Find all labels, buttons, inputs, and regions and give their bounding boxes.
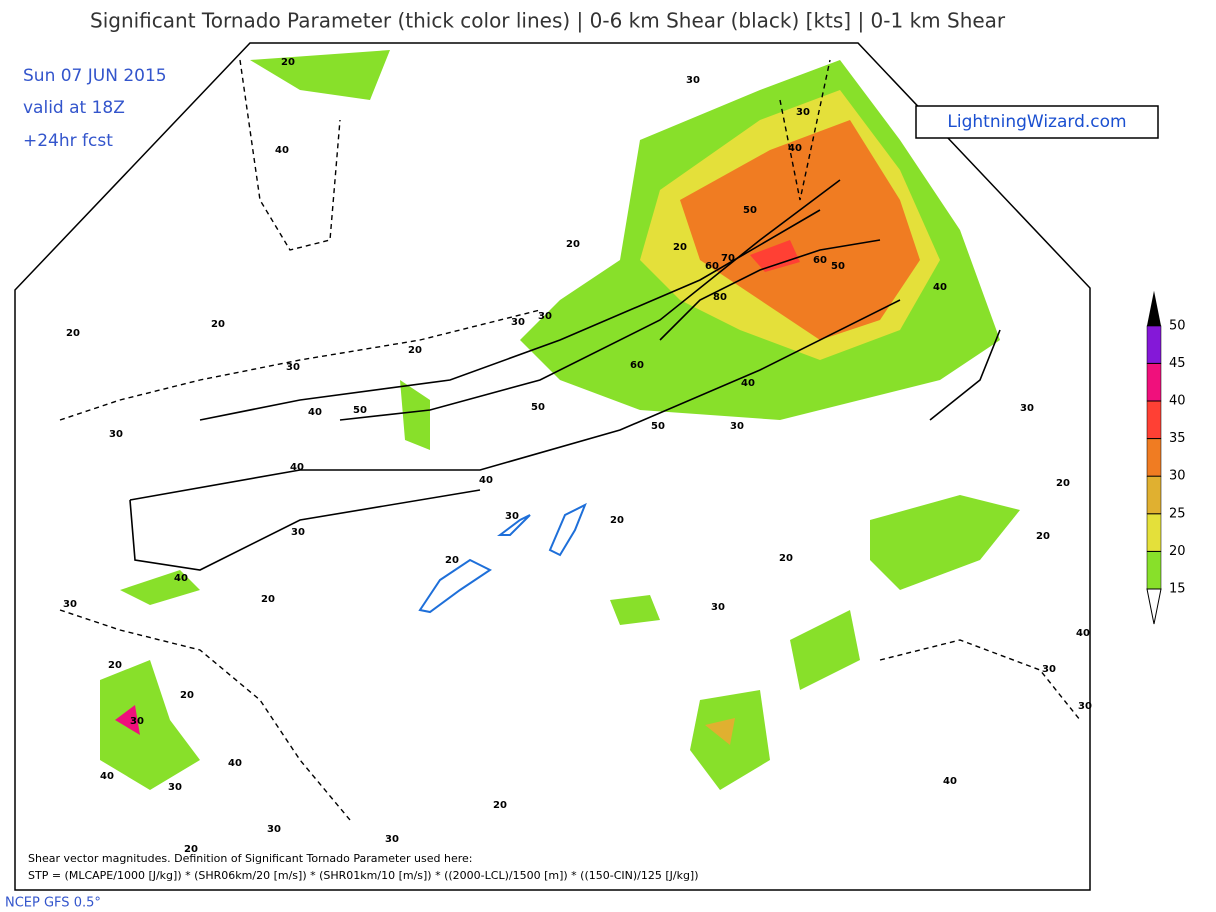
colorbar: 15 20 25 30 35 40 45 50 <box>1146 290 1186 625</box>
contour-label: 40 <box>174 573 188 584</box>
contour-label: 20 <box>673 242 687 253</box>
contour-label: 30 <box>511 317 525 328</box>
contour-label: 40 <box>479 475 493 486</box>
contour-label: 30 <box>711 602 725 613</box>
colorbar-label: 40 <box>1169 394 1186 409</box>
title: Significant Tornado Parameter (thick col… <box>90 9 1006 33</box>
contour-label: 40 <box>943 776 957 787</box>
contour-label: 50 <box>831 261 845 272</box>
contour-label: 30 <box>1042 664 1056 675</box>
contour-label: 20 <box>445 555 459 566</box>
contour-label: 20 <box>66 328 80 339</box>
contour-label: 20 <box>610 515 624 526</box>
contour-label: 50 <box>531 402 545 413</box>
shear-01km-color <box>418 502 587 614</box>
colorbar-label: 25 <box>1169 506 1186 521</box>
colorbar-label: 20 <box>1169 544 1186 559</box>
contour-label: 30 <box>286 362 300 373</box>
footnote: STP = (MLCAPE/1000 [J/kg]) * (SHR06km/20… <box>28 869 699 882</box>
contour-label: 20 <box>779 553 793 564</box>
contour-label: 40 <box>933 282 947 293</box>
contour-label: 30 <box>291 527 305 538</box>
contour-label: 60 <box>705 261 719 272</box>
contour-label: 30 <box>538 311 552 322</box>
contour-label: 30 <box>267 824 281 835</box>
colorbar-segment <box>1146 325 1162 364</box>
contour-label: 20 <box>211 319 225 330</box>
contour-label: 20 <box>261 594 275 605</box>
contour-label: 40 <box>275 145 289 156</box>
contour-label: 50 <box>743 205 757 216</box>
colorbar-segment <box>1146 475 1162 515</box>
contour-label: 40 <box>741 378 755 389</box>
contour-label: 30 <box>385 834 399 845</box>
run-forecast: +24hr fcst <box>23 131 113 151</box>
contour-label: 40 <box>788 143 802 154</box>
colorbar-segment <box>1146 400 1162 439</box>
colorbar-segment <box>1146 438 1162 477</box>
contour-label: 50 <box>353 405 367 416</box>
contour-label: 30 <box>730 421 744 432</box>
colorbar-label: 15 <box>1169 582 1186 597</box>
contour-label: 70 <box>721 253 735 264</box>
contour-label: 40 <box>290 462 304 473</box>
contour-label: 30 <box>130 716 144 727</box>
contour-label: 20 <box>566 239 580 250</box>
run-date: Sun 07 JUN 2015 <box>23 66 167 86</box>
run-valid: valid at 18Z <box>23 98 125 118</box>
colorbar-top <box>1147 290 1161 326</box>
contour-label: 20 <box>180 690 194 701</box>
contour-label: 20 <box>281 57 295 68</box>
shear-01km-contours <box>59 59 1081 821</box>
source: NCEP GFS 0.5° <box>5 896 101 911</box>
contour-label: 30 <box>168 782 182 793</box>
contour-label: 30 <box>1078 701 1092 712</box>
colorbar-label: 35 <box>1169 431 1186 446</box>
contour-label: 30 <box>109 429 123 440</box>
colorbar-label: 50 <box>1169 318 1186 333</box>
contour-label: 60 <box>813 255 827 266</box>
colorbar-label: 45 <box>1169 356 1186 371</box>
contour-label: 40 <box>1076 628 1090 639</box>
contour-label: 60 <box>630 360 644 371</box>
contour-label: 40 <box>228 758 242 769</box>
shear-contours <box>129 179 1001 571</box>
colorbar-segment <box>1146 551 1162 590</box>
contour-label: 20 <box>1056 478 1070 489</box>
contour-label: 20 <box>108 660 122 671</box>
contour-label: 30 <box>63 599 77 610</box>
logo-box <box>915 105 1159 139</box>
footnote: Shear vector magnitudes. Definition of S… <box>28 852 473 865</box>
contour-label: 30 <box>1020 403 1034 414</box>
contour-label: 30 <box>686 75 700 86</box>
contour-label: 30 <box>505 511 519 522</box>
contour-label: 30 <box>796 107 810 118</box>
colorbar-segment <box>1146 363 1162 402</box>
logo: LightningWizard.com <box>947 112 1126 132</box>
colorbar-label: 30 <box>1169 469 1186 484</box>
contour-label: 40 <box>308 407 322 418</box>
colorbar-segment <box>1146 513 1162 552</box>
contour-label: 20 <box>1036 531 1050 542</box>
contour-label: 20 <box>493 800 507 811</box>
contour-label: 80 <box>713 292 727 303</box>
contour-label: 20 <box>408 345 422 356</box>
contour-label: 40 <box>100 771 114 782</box>
contour-label: 20 <box>184 844 198 855</box>
contour-label: 50 <box>651 421 665 432</box>
